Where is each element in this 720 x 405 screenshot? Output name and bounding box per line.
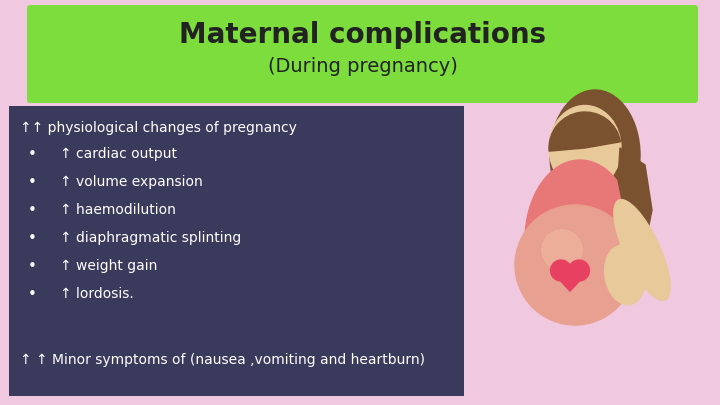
Circle shape — [569, 260, 590, 281]
FancyBboxPatch shape — [576, 168, 598, 198]
Text: •: • — [28, 287, 37, 302]
Ellipse shape — [525, 160, 635, 320]
Text: ↑ diaphragmatic splinting: ↑ diaphragmatic splinting — [60, 231, 241, 245]
Ellipse shape — [614, 200, 670, 301]
Ellipse shape — [542, 230, 582, 270]
Wedge shape — [549, 112, 621, 151]
FancyBboxPatch shape — [27, 5, 698, 103]
Text: ↑ volume expansion: ↑ volume expansion — [60, 175, 203, 189]
Text: ↑ cardiac output: ↑ cardiac output — [60, 147, 177, 161]
Ellipse shape — [549, 105, 621, 190]
Text: ↑ weight gain: ↑ weight gain — [60, 259, 158, 273]
Text: (During pregnancy): (During pregnancy) — [268, 58, 457, 77]
FancyBboxPatch shape — [9, 106, 464, 396]
Text: •: • — [28, 203, 37, 218]
Text: •: • — [28, 175, 37, 190]
Text: Maternal complications: Maternal complications — [179, 21, 546, 49]
Polygon shape — [551, 271, 589, 291]
Ellipse shape — [550, 90, 640, 220]
Text: ↑ haemodilution: ↑ haemodilution — [60, 203, 176, 217]
Text: ↑ ↑ Minor symptoms of (nausea ,vomiting and heartburn): ↑ ↑ Minor symptoms of (nausea ,vomiting … — [20, 353, 425, 367]
Ellipse shape — [605, 245, 645, 305]
Circle shape — [551, 260, 572, 281]
Text: ↑ lordosis.: ↑ lordosis. — [60, 287, 134, 301]
Ellipse shape — [515, 205, 635, 325]
Text: •: • — [28, 147, 37, 162]
Polygon shape — [618, 148, 652, 230]
Text: •: • — [28, 231, 37, 246]
Text: ↑↑ physiological changes of pregnancy: ↑↑ physiological changes of pregnancy — [20, 121, 297, 135]
Text: •: • — [28, 259, 37, 274]
